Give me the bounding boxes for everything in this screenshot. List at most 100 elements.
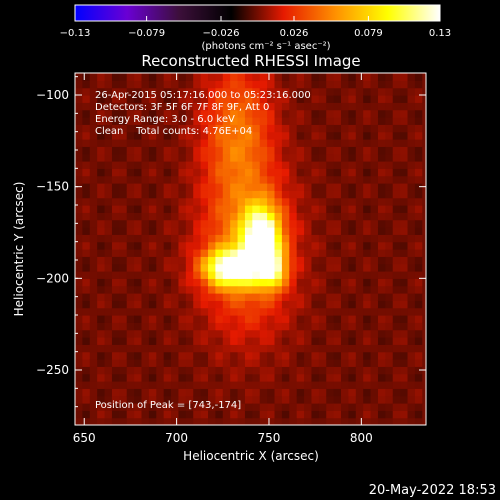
heatmap-cell <box>377 403 386 411</box>
heatmap-cell <box>392 139 401 147</box>
heatmap-cell <box>163 322 172 331</box>
heatmap-cell <box>134 219 143 228</box>
heatmap-cell <box>267 315 276 323</box>
heatmap-cell <box>104 271 113 279</box>
heatmap-cell <box>252 300 261 309</box>
heatmap-cell <box>422 381 426 389</box>
heatmap-cell <box>407 263 416 272</box>
heatmap-cell <box>304 146 313 155</box>
heatmap-cell <box>156 337 165 345</box>
heatmap-cell <box>178 417 187 425</box>
heatmap-cell <box>104 263 113 272</box>
heatmap-cell <box>244 109 253 118</box>
heatmap-cell <box>163 373 172 382</box>
heatmap-cell <box>244 102 253 111</box>
heatmap-cell <box>111 373 120 382</box>
heatmap-cell <box>244 278 253 287</box>
heatmap-cell <box>111 300 120 309</box>
heatmap-cell <box>82 87 91 96</box>
heatmap-cell <box>230 175 239 184</box>
heatmap-cell <box>355 285 364 294</box>
heatmap-cell <box>289 168 298 177</box>
heatmap-cell <box>385 190 394 199</box>
heatmap-cell <box>348 153 357 162</box>
heatmap-cell <box>230 337 239 345</box>
heatmap-cell <box>200 219 209 228</box>
heatmap-cell <box>304 117 313 125</box>
heatmap-cell <box>355 227 364 235</box>
heatmap-cell <box>281 124 290 133</box>
heatmap-cell <box>348 359 357 367</box>
heatmap-cell <box>414 417 423 425</box>
heatmap-cell <box>267 175 276 184</box>
heatmap-cell <box>111 168 120 177</box>
heatmap-cell <box>281 241 290 250</box>
heatmap-cell <box>289 366 298 375</box>
heatmap-cell <box>134 256 143 265</box>
heatmap-cell <box>311 175 320 184</box>
heatmap-cell <box>163 315 172 323</box>
heatmap-cell <box>82 234 91 243</box>
heatmap-cell <box>97 256 106 265</box>
heatmap-cell <box>200 395 209 404</box>
heatmap-cell <box>171 212 180 221</box>
heatmap-cell <box>370 359 379 367</box>
heatmap-cell <box>193 73 202 81</box>
heatmap-cell <box>82 322 91 331</box>
heatmap-cell <box>274 219 283 228</box>
heatmap-cell <box>237 337 246 345</box>
heatmap-cell <box>407 241 416 250</box>
heatmap-cell <box>148 351 157 360</box>
heatmap-cell <box>392 175 401 184</box>
heatmap-cell <box>355 271 364 279</box>
y-axis-ticks: −100−150−200−250 <box>36 76 426 408</box>
heatmap-cell <box>326 87 335 96</box>
heatmap-cell <box>148 139 157 147</box>
heatmap-cell <box>111 366 120 375</box>
heatmap-cell <box>171 219 180 228</box>
heatmap-cell <box>193 278 202 287</box>
heatmap-cell <box>82 205 91 213</box>
heatmap-cell <box>363 285 372 294</box>
heatmap-cell <box>163 183 172 191</box>
heatmap-cell <box>237 395 246 404</box>
heatmap-cell <box>119 307 128 316</box>
heatmap-cell <box>97 117 106 125</box>
heatmap-cell <box>304 139 313 147</box>
heatmap-cell <box>333 183 342 191</box>
heatmap-cell <box>267 344 276 353</box>
heatmap-cell <box>385 205 394 213</box>
heatmap-cell <box>185 124 194 133</box>
heatmap-cell <box>407 271 416 279</box>
heatmap-cell <box>259 366 268 375</box>
heatmap-cell <box>400 249 409 257</box>
heatmap-cell <box>89 337 98 345</box>
heatmap-cell <box>281 87 290 96</box>
heatmap-cell <box>237 95 246 103</box>
heatmap-cell <box>318 337 327 345</box>
heatmap-cell <box>208 410 216 419</box>
heatmap-cell <box>156 263 165 272</box>
heatmap-cell <box>82 131 91 140</box>
heatmap-cell <box>104 388 113 397</box>
heatmap-cell <box>326 73 335 81</box>
heatmap-cell <box>400 197 409 206</box>
heatmap-cell <box>407 153 416 162</box>
heatmap-cell <box>422 293 426 301</box>
heatmap-cell <box>89 183 98 191</box>
heatmap-cell <box>215 109 224 118</box>
heatmap-cell <box>97 219 106 228</box>
heatmap-cell <box>318 161 327 169</box>
heatmap-cell <box>163 153 172 162</box>
heatmap-cell <box>259 102 268 111</box>
heatmap-cell <box>377 102 386 111</box>
heatmap-cell <box>289 205 298 213</box>
heatmap-cell <box>400 403 409 411</box>
heatmap-cell <box>244 417 253 425</box>
heatmap-cell <box>355 351 364 360</box>
heatmap-cell <box>208 271 216 279</box>
heatmap-cell <box>200 307 209 316</box>
heatmap-cell <box>259 278 268 287</box>
heatmap-cell <box>267 359 276 367</box>
heatmap-cell <box>274 344 283 353</box>
